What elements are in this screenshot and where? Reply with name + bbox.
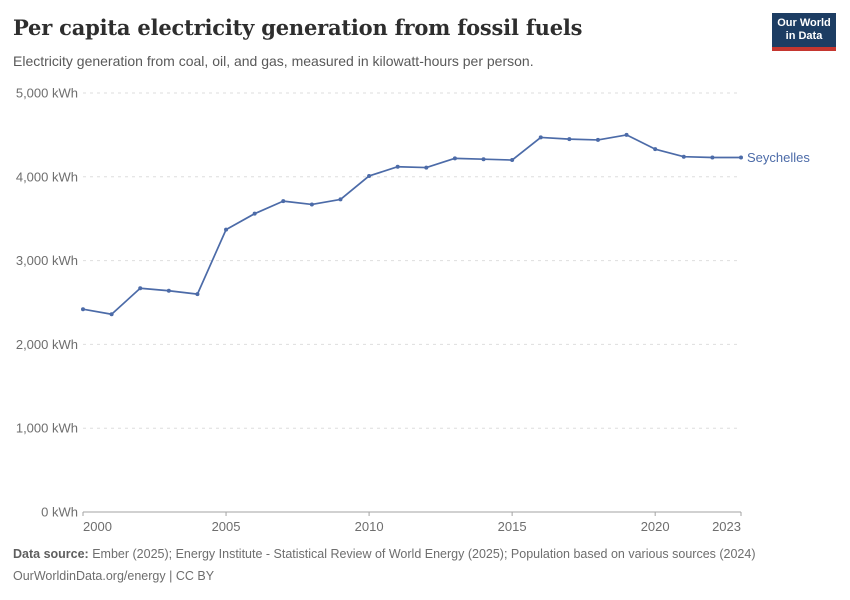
x-tick-label: 2015	[498, 519, 527, 534]
data-point[interactable]	[395, 164, 400, 169]
data-point[interactable]	[624, 132, 629, 137]
page-subtitle: Electricity generation from coal, oil, a…	[13, 53, 534, 69]
owid-logo-line1: Our World	[777, 17, 831, 29]
data-point[interactable]	[81, 307, 85, 312]
data-point[interactable]	[681, 154, 686, 159]
y-tick-label: 5,000 kWh	[16, 86, 78, 101]
page-title: Per capita electricity generation from f…	[13, 15, 583, 40]
series-entity-label[interactable]: Seychelles	[747, 150, 810, 165]
y-tick-label: 2,000 kWh	[16, 337, 78, 352]
data-point[interactable]	[309, 202, 314, 207]
data-point[interactable]	[739, 155, 743, 160]
data-point[interactable]	[109, 312, 114, 317]
series-line[interactable]	[82, 134, 741, 316]
data-point[interactable]	[653, 147, 658, 152]
y-tick-label: 1,000 kWh	[16, 421, 78, 436]
data-source-label: Data source:	[13, 547, 89, 561]
data-source-text: Ember (2025); Energy Institute - Statist…	[88, 547, 756, 561]
data-point[interactable]	[424, 165, 429, 170]
x-tick-label: 2000	[83, 519, 112, 534]
data-point[interactable]	[367, 173, 372, 178]
x-tick-label: 2020	[641, 519, 670, 534]
data-source-line: Data source: Ember (2025); Energy Instit…	[13, 543, 833, 565]
x-tick-label: 2023	[712, 519, 741, 534]
data-point[interactable]	[710, 155, 715, 160]
owid-logo-line2: in Data	[785, 30, 823, 42]
data-point[interactable]	[338, 197, 343, 202]
data-point[interactable]	[595, 137, 600, 142]
y-tick-label: 0 kWh	[41, 505, 78, 520]
data-point[interactable]	[510, 158, 515, 163]
chart-footer: Data source: Ember (2025); Energy Instit…	[13, 543, 833, 587]
y-tick-label: 3,000 kWh	[16, 253, 78, 268]
data-point[interactable]	[452, 156, 457, 161]
data-point[interactable]	[252, 211, 257, 216]
data-point[interactable]	[195, 292, 200, 297]
data-point[interactable]	[166, 288, 171, 293]
owid-logo[interactable]: Our World in Data	[772, 13, 836, 51]
footer-separator: |	[165, 569, 176, 583]
data-point[interactable]	[538, 135, 543, 140]
data-point[interactable]	[138, 286, 143, 291]
owid-url-link[interactable]: OurWorldinData.org/energy	[13, 569, 166, 583]
x-tick-label: 2005	[212, 519, 241, 534]
data-point[interactable]	[481, 157, 486, 162]
license-line: OurWorldinData.org/energy | CC BY	[13, 565, 833, 587]
x-tick-label: 2010	[355, 519, 384, 534]
cc-by-link[interactable]: CC BY	[175, 569, 215, 583]
y-tick-label: 4,000 kWh	[16, 169, 78, 184]
data-point[interactable]	[281, 199, 286, 204]
data-point[interactable]	[567, 137, 572, 142]
data-point[interactable]	[224, 227, 229, 232]
